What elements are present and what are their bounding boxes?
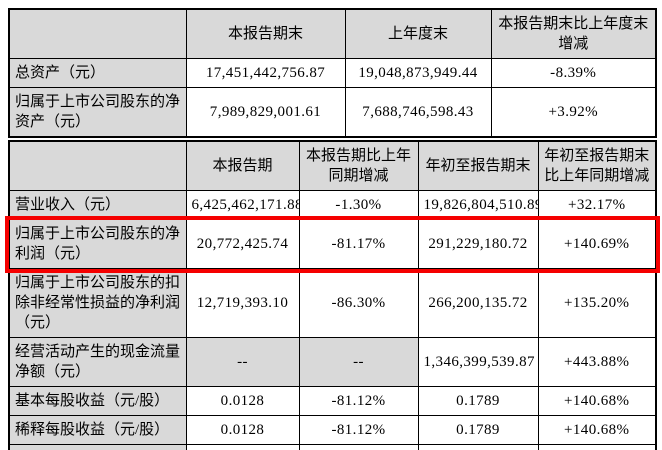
header-cell: 本报告期 (185, 140, 300, 191)
value-cell: +3.92% (490, 87, 657, 138)
table-row: 营业收入（元） 6,425,462,171.88 -1.30% 19,826,804,… (8, 190, 657, 220)
value-cell: 1,346,399,539.87 (417, 337, 539, 387)
value-cell: 增加 12.31 个百分点 (537, 444, 657, 450)
value-cell: 19,048,873,949.44 (344, 58, 492, 88)
row-label-cell: 稀释每股收益（元/股） (8, 415, 187, 445)
header-cell: 年初至报告期末比上年同期增减 (537, 140, 657, 191)
value-cell: 0.0128 (185, 415, 300, 445)
value-cell: 291,229,180.72 (417, 219, 539, 269)
value-cell: 3.71% (417, 444, 539, 450)
value-cell: +32.17% (537, 190, 657, 220)
value-cell: +140.68% (537, 415, 657, 445)
header-cell: 上年度末 (344, 8, 492, 59)
table-row: 加权平均净资产收益率0.26%减少 1.14 个百分点3.71%增加 12.31… (8, 444, 657, 450)
value-cell: 0.0128 (185, 386, 300, 416)
value-cell: +443.88% (537, 337, 657, 387)
row-label-cell: 归属于上市公司股东的净资产（元） (8, 87, 187, 138)
value-cell: 0.1789 (417, 415, 539, 445)
value-cell: +135.20% (537, 268, 657, 338)
value-cell: -86.30% (298, 268, 419, 338)
value-cell: -8.39% (490, 58, 657, 88)
header-cell: 本报告期比上年同期增减 (298, 140, 419, 191)
value-cell: +140.68% (537, 386, 657, 416)
table-row: 基本每股收益（元/股） 0.0128 -81.12% 0.1789 +140.68% (8, 386, 657, 416)
row-label-cell: 总资产（元） (8, 58, 187, 88)
header-row: 本报告期 本报告期比上年同期增减 年初至报告期末 年初至报告期末比上年同期增减 (8, 140, 657, 191)
value-cell: 6,425,462,171.88 (185, 190, 300, 220)
value-cell: 7,688,746,598.43 (344, 87, 492, 138)
corner-cell (8, 140, 187, 191)
value-cell: 17,451,442,756.87 (185, 58, 346, 88)
value-cell: -- (298, 337, 419, 387)
value-cell: 12,719,393.10 (185, 268, 300, 338)
row-label-cell: 归属于上市公司股东的净利润（元） (8, 219, 187, 269)
value-cell: +140.69% (537, 219, 657, 269)
value-cell: -81.12% (298, 386, 419, 416)
row-label-cell: 营业收入（元） (8, 190, 187, 220)
value-cell: 0.1789 (417, 386, 539, 416)
value-cell: 19,826,804,510.89 (417, 190, 539, 220)
highlighted-row: 归属于上市公司股东的净利润（元） 20,772,425.74 -81.17% 291,… (5, 215, 660, 273)
corner-cell (8, 8, 187, 59)
value-cell: 0.26% (185, 444, 300, 450)
table-row: 归属于上市公司股东的净资产（元） 7,989,829,001.61 7,688,74… (8, 87, 657, 138)
table-row: 总资产（元） 17,451,442,756.87 19,048,873,949.44… (8, 58, 657, 88)
row-label-cell: 归属于上市公司股东的扣除非经常性损益的净利润（元） (8, 268, 187, 338)
table-row: 稀释每股收益（元/股） 0.0128 -81.12% 0.1789 +140.68% (8, 415, 657, 445)
row-label-cell: 经营活动产生的现金流量净额（元） (8, 337, 187, 387)
header-cell: 本报告期末比上年度末增减 (490, 8, 657, 59)
value-cell: -81.12% (298, 415, 419, 445)
table-row: 经营活动产生的现金流量净额（元） -- -- 1,346,399,539.87 +443… (8, 337, 657, 387)
value-cell: 7,989,829,001.61 (185, 87, 346, 138)
header-cell: 年初至报告期末 (417, 140, 539, 191)
header-cell: 本报告期末 (185, 8, 346, 59)
header-row: 本报告期末 上年度末 本报告期末比上年度末增减 (8, 8, 657, 59)
value-cell: -1.30% (298, 190, 419, 220)
value-cell: -- (185, 337, 300, 387)
period-end-summary-table: 本报告期末 上年度末 本报告期末比上年度末增减 总资产（元） 17,451,442,75… (8, 8, 657, 138)
row-label-cell: 基本每股收益（元/股） (8, 386, 187, 416)
value-cell: 20,772,425.74 (185, 219, 300, 269)
reporting-period-summary-table: 本报告期 本报告期比上年同期增减 年初至报告期末 年初至报告期末比上年同期增减 营业收入… (5, 140, 660, 450)
row-label-cell: 加权平均净资产收益率 (8, 444, 187, 450)
value-cell: -81.17% (298, 219, 419, 269)
table-row: 归属于上市公司股东的扣除非经常性损益的净利润（元） 12,719,393.10 -8… (8, 268, 657, 338)
value-cell: 减少 1.14 个百分点 (298, 444, 419, 450)
value-cell: 266,200,135.72 (417, 268, 539, 338)
